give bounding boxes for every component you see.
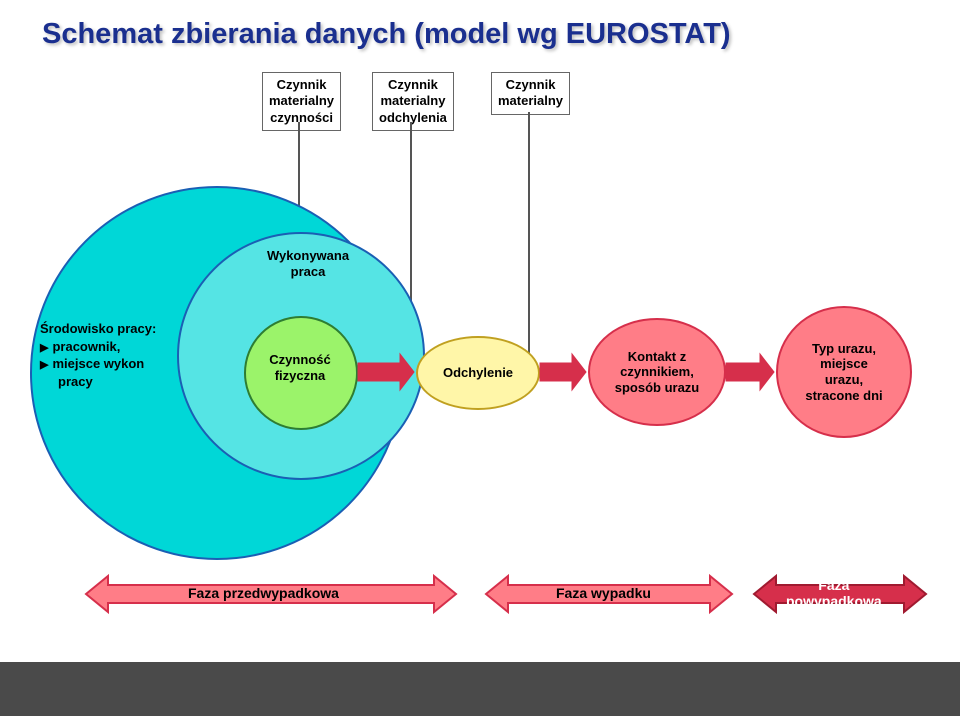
txt: Czynność [269,352,330,367]
callout-factor-activity: Czynnik materialny czynności [262,72,341,131]
node-injury-type: Typ urazu, miejsce urazu, stracone dni [776,306,912,438]
callout-factor-deviation: Czynnik materialny odchylenia [372,72,454,131]
callout-line [528,112,530,362]
node-contact: Kontakt z czynnikiem, sposób urazu [588,318,726,426]
txt: pracownik, [52,339,120,354]
bullet-icon: ▶ [40,358,48,373]
txt: Czynnik [388,77,438,92]
txt: materialny [380,93,445,108]
environment-list: Środowisko pracy: ▶ pracownik, ▶ miejsce w… [40,320,240,391]
txt: pracy [58,374,93,389]
phase-label-post: Faza powypadkowa [786,577,882,609]
list-item: ▶ miejsce wykon [40,355,240,373]
txt: czynnikiem, [620,364,694,379]
phase-label-pre: Faza przedwypadkowa [188,585,339,601]
txt: Odchylenie [443,365,513,381]
callout-factor-material: Czynnik materialny [491,72,570,115]
txt: Faza [818,577,849,593]
phase-label-acc: Faza wypadku [556,585,651,601]
txt: Czynnik [506,77,556,92]
diagram-slide: { "title": { "text": "Schemat zbierania … [0,0,960,716]
txt: powypadkowa [786,593,882,609]
txt: Czynnik [277,77,327,92]
footer-strip [0,662,960,716]
txt: czynności [270,110,333,125]
label-work-performed: Wykonywana praca [248,248,368,281]
txt: urazu, [825,372,863,387]
txt: praca [291,264,326,279]
txt: Wykonywana [267,248,349,263]
txt: odchylenia [379,110,447,125]
list-item: pracy [40,373,240,391]
list-title: Środowisko pracy: [40,320,240,338]
node-deviation: Odchylenie [416,336,540,410]
list-item: ▶ pracownik, [40,338,240,356]
txt: stracone dni [805,388,882,403]
slide-title: Schemat zbierania danych (model wg EUROS… [42,18,731,51]
label-physical-activity: Czynność fizyczna [258,352,342,385]
txt: Typ urazu, [812,341,876,356]
txt: fizyczna [275,368,326,383]
txt: materialny [269,93,334,108]
txt: sposób urazu [615,380,700,395]
bullet-icon: ▶ [40,341,48,356]
txt: miejsce [820,356,868,371]
txt: Kontakt z [628,349,687,364]
txt: materialny [498,93,563,108]
txt: miejsce wykon [52,356,144,371]
